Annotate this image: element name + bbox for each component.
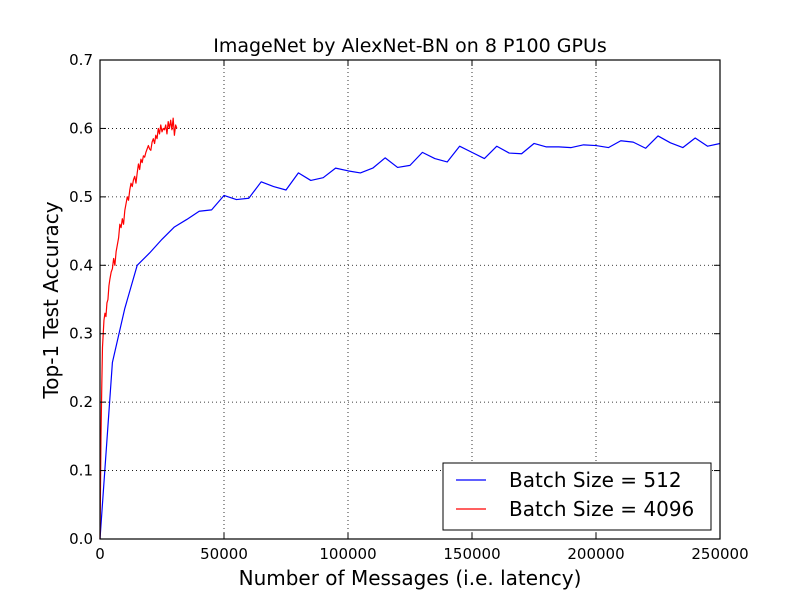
legend: Batch Size = 512 Batch Size = 4096 bbox=[442, 462, 712, 531]
y-tick-label: 0.1 bbox=[69, 462, 93, 480]
plot-area-frame bbox=[99, 59, 721, 540]
legend-label-batch-4096: Batch Size = 4096 bbox=[509, 497, 694, 521]
x-tick-label: 200000 bbox=[567, 545, 624, 563]
series-line-batch-4096 bbox=[99, 117, 178, 540]
x-tick-label: 250000 bbox=[691, 545, 748, 563]
y-tick-label: 0.3 bbox=[69, 325, 93, 343]
legend-box bbox=[442, 462, 712, 531]
y-tick-label: 0.0 bbox=[69, 530, 93, 548]
x-tick-label: 0 bbox=[95, 545, 105, 563]
series-lines bbox=[99, 117, 721, 540]
x-tick-label: 50000 bbox=[200, 545, 248, 563]
x-tick-label: 150000 bbox=[443, 545, 500, 563]
legend-label-batch-512: Batch Size = 512 bbox=[509, 468, 682, 492]
axis-ticks: 0 50000 100000 150000 200000 250000 0.0 0.1 0.2 0… bbox=[69, 51, 748, 563]
x-tick-label: 100000 bbox=[319, 545, 376, 563]
x-axis-label: Number of Messages (i.e. latency) bbox=[239, 566, 582, 590]
chart-title: ImageNet by AlexNet-BN on 8 P100 GPUs bbox=[213, 35, 607, 57]
y-tick-label: 0.2 bbox=[69, 393, 93, 411]
y-axis-label: Top-1 Test Accuracy bbox=[39, 201, 63, 399]
y-tick-label: 0.4 bbox=[69, 256, 93, 274]
y-tick-label: 0.5 bbox=[69, 188, 93, 206]
series-line-batch-512 bbox=[99, 135, 721, 540]
y-tick-label: 0.7 bbox=[69, 51, 93, 69]
y-tick-label: 0.6 bbox=[69, 119, 93, 137]
